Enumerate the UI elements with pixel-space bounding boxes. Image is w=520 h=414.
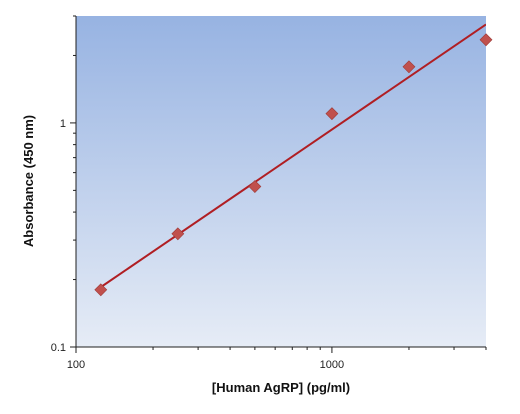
- x-tick-label: 100: [67, 359, 85, 371]
- y-tick-label: 0.1: [51, 342, 66, 354]
- tick-labels-layer: 100 1000 0.1 1: [51, 118, 344, 371]
- axis-ticks-layer: [70, 15, 487, 353]
- x-tick-label: 1000: [320, 359, 344, 371]
- y-tick-label: 1: [60, 118, 66, 130]
- fit-line: [100, 23, 486, 288]
- data-point: [248, 180, 262, 193]
- data-point: [94, 283, 108, 297]
- data-point: [171, 227, 185, 241]
- data-point: [479, 33, 493, 47]
- fit-line-layer: [100, 23, 486, 288]
- data-point: [325, 107, 339, 121]
- data-point: [402, 60, 416, 74]
- y-axis-title: Absorbance (450 nm): [21, 115, 36, 247]
- x-axis-title: [Human AgRP] (pg/ml): [212, 380, 350, 395]
- data-points-layer: [94, 33, 493, 297]
